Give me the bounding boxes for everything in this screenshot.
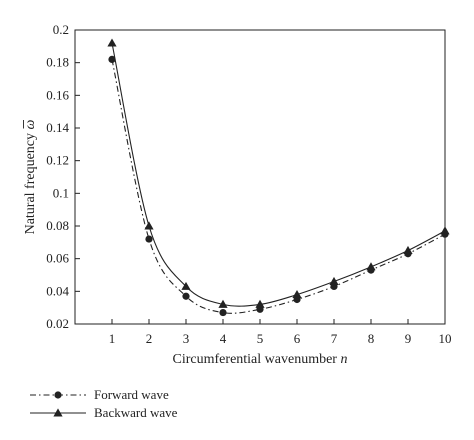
x-tick-label: 6 (294, 331, 301, 346)
data-point-backward-wave (292, 290, 302, 299)
svg-text:Natural frequency ω: Natural frequency ω (23, 119, 38, 234)
x-tick-label: 9 (405, 331, 412, 346)
series-backward-wave (107, 38, 450, 308)
data-point-forward-wave (219, 308, 227, 317)
data-point-forward-wave (108, 55, 116, 64)
data-point-backward-wave (329, 276, 339, 285)
y-tick-label: 0.14 (46, 120, 69, 135)
series-line-forward-wave (111, 59, 446, 314)
x-tick-label: 8 (368, 331, 375, 346)
x-tick-label: 1 (109, 331, 116, 346)
x-tick-label: 5 (257, 331, 264, 346)
legend-marker-backward-wave (53, 408, 63, 417)
y-tick-label: 0.2 (53, 22, 69, 37)
legend-label-forward-wave: Forward wave (94, 387, 169, 402)
data-point-backward-wave (144, 221, 154, 230)
x-tick-label: 2 (146, 331, 153, 346)
y-tick-label: 0.02 (46, 316, 69, 331)
series-forward-wave (108, 55, 449, 317)
legend-marker-forward-wave (54, 391, 62, 399)
x-tick-label: 4 (220, 331, 227, 346)
plot-frame (74, 29, 446, 325)
y-tick-label: 0.06 (46, 251, 69, 266)
y-tick-label: 0.04 (46, 283, 69, 298)
y-tick-label: 0.08 (46, 218, 69, 233)
series-layer (107, 38, 450, 317)
legend-item-backward-wave: Backward wave (30, 405, 178, 420)
x-tick-label: 10 (439, 331, 452, 346)
data-point-backward-wave (181, 281, 191, 290)
data-point-backward-wave (218, 299, 228, 308)
series-line-backward-wave (111, 42, 446, 307)
data-point-backward-wave (366, 262, 376, 271)
data-point-backward-wave (107, 38, 117, 47)
data-point-backward-wave (255, 299, 265, 308)
y-tick-label: 0.1 (53, 185, 69, 200)
y-tick-label: 0.18 (46, 55, 69, 70)
legend: Forward wave Backward wave (30, 387, 178, 420)
legend-label-backward-wave: Backward wave (94, 405, 178, 420)
axis-ticks: 1 2 3 4 5 6 7 8 9 10 0.02 0.04 0.06 0.08 0.1 0.12 0.14 0.… (46, 22, 451, 346)
y-axis-label: Natural frequency ω (23, 119, 38, 234)
x-tick-label: 7 (331, 331, 338, 346)
x-axis-label: Circumferential wavenumber n (173, 352, 348, 367)
data-point-forward-wave (182, 292, 190, 300)
y-tick-label: 0.16 (46, 87, 69, 102)
x-tick-label: 3 (183, 331, 190, 346)
data-point-forward-wave (145, 235, 153, 243)
legend-item-forward-wave: Forward wave (30, 387, 169, 402)
data-point-backward-wave (403, 245, 413, 254)
y-tick-label: 0.12 (46, 153, 69, 168)
data-point-backward-wave (440, 226, 450, 235)
